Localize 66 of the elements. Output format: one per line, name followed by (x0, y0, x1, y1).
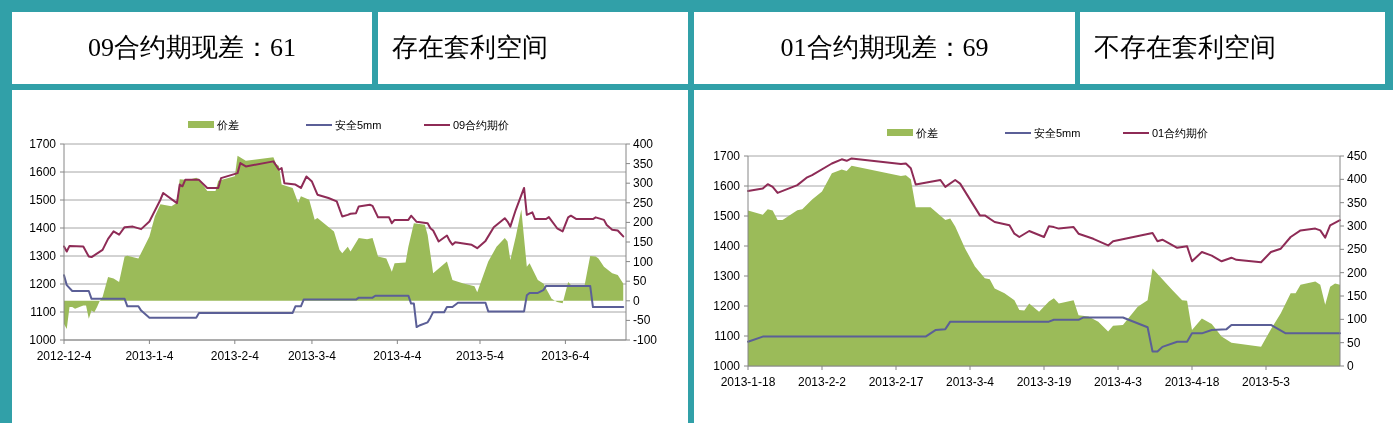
legend-label: 安全5mm (1034, 127, 1081, 139)
chart-subtitle: 不存在套利空间 (1094, 33, 1276, 62)
y-tick-label: 1500 (29, 193, 57, 207)
y2-tick-label: 200 (633, 215, 654, 230)
y-tick-label: 1700 (29, 137, 57, 151)
y-tick-label: 1000 (713, 359, 741, 373)
y-tick-label: 1000 (29, 333, 57, 347)
x-tick-label: 2013-5-4 (455, 349, 505, 363)
x-tick-label: 2013-2-4 (210, 349, 260, 363)
x-tick-label: 2013-3-4 (945, 375, 995, 389)
legend-label: 价差 (216, 119, 239, 131)
y2-tick-label: -50 (633, 313, 651, 328)
y2-tick-label: 350 (1347, 195, 1368, 210)
y-tick-label: 1100 (30, 305, 57, 319)
y2-tick-label: 250 (633, 195, 654, 210)
y2-tick-label: 400 (1347, 172, 1368, 187)
y2-tick-label: 300 (1347, 219, 1368, 233)
legend-label: 09合约期价 (453, 119, 510, 131)
legend-label: 价差 (915, 127, 938, 139)
y2-tick-label: 100 (1347, 312, 1368, 327)
y2-tick-label: 250 (1347, 242, 1368, 257)
x-tick-label: 2013-5-3 (1241, 375, 1291, 389)
y2-tick-label: 400 (633, 137, 654, 151)
y-tick-label: 1200 (29, 277, 57, 291)
x-tick-label: 2012-12-4 (36, 349, 92, 363)
y-tick-label: 1500 (713, 209, 741, 223)
x-tick-label: 2013-1-18 (720, 375, 776, 389)
legend-label: 01合约期价 (1152, 127, 1209, 139)
y2-tick-label: 50 (1347, 335, 1361, 350)
y-tick-label: 1100 (714, 329, 741, 343)
y2-tick-label: 150 (1347, 289, 1368, 303)
chart-subtitle: 存在套利空间 (392, 33, 548, 62)
y-tick-label: 1400 (713, 239, 741, 253)
x-tick-label: 2013-6-4 (541, 349, 590, 363)
x-tick-label: 2013-2-17 (868, 375, 924, 389)
y2-tick-label: 150 (633, 235, 654, 249)
x-tick-label: 2013-4-4 (373, 349, 422, 363)
y2-tick-label: 450 (1347, 149, 1368, 163)
legend-label: 安全5mm (335, 119, 382, 131)
chart-title: 01合约期现差：69 (780, 33, 989, 62)
y2-tick-label: 300 (633, 176, 654, 191)
x-tick-label: 2013-3-4 (287, 349, 337, 363)
y-tick-label: 1300 (29, 249, 57, 263)
y-tick-label: 1700 (713, 149, 741, 163)
y-tick-label: 1600 (713, 179, 741, 193)
y2-tick-label: 350 (633, 156, 654, 171)
line-series (747, 316, 1341, 353)
y-tick-label: 1300 (713, 269, 741, 283)
x-tick-label: 2013-1-4 (125, 349, 174, 363)
y2-tick-label: -100 (633, 333, 658, 347)
y-tick-label: 1600 (29, 165, 57, 179)
y2-tick-label: 0 (1347, 359, 1354, 373)
y-tick-label: 1200 (713, 299, 741, 313)
y-tick-label: 1400 (29, 221, 57, 235)
x-tick-label: 2013-4-3 (1093, 375, 1143, 389)
x-tick-label: 2013-3-19 (1016, 375, 1072, 389)
chart-title: 09合约期现差：61 (88, 33, 296, 62)
line-series (63, 160, 625, 259)
line-series (63, 274, 625, 329)
x-tick-label: 2013-2-2 (797, 375, 847, 389)
line-series (747, 157, 1341, 264)
x-tick-label: 2013-4-18 (1164, 375, 1220, 389)
y2-tick-label: 0 (633, 293, 640, 308)
y2-tick-label: 100 (633, 254, 654, 269)
y2-tick-label: 200 (1347, 265, 1368, 280)
y2-tick-label: 50 (633, 274, 647, 289)
